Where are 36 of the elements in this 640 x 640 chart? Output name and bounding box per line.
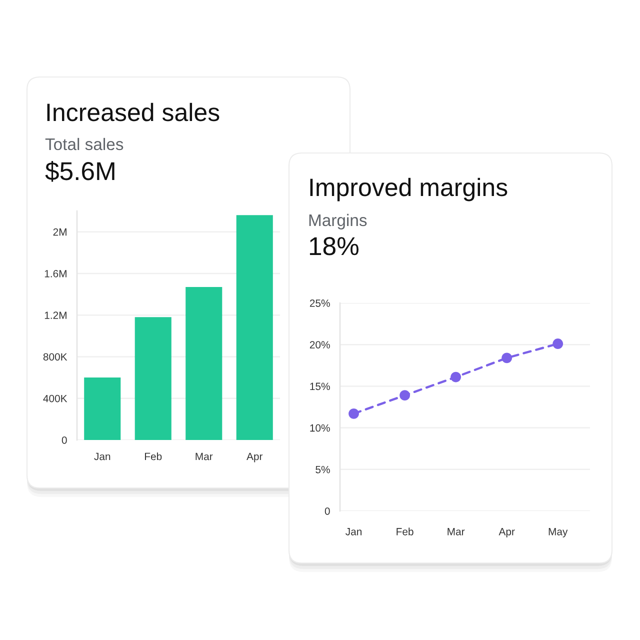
y-tick-label: 5% — [316, 466, 330, 474]
point — [400, 390, 410, 401]
x-tick-label: Jan — [346, 528, 362, 536]
x-tick-label: May — [548, 528, 568, 538]
chart-subtitle: Margins — [309, 214, 367, 230]
chart-title: Increased sales — [47, 102, 220, 122]
y-tick-label: 25% — [310, 300, 330, 307]
x-tick-label: Mar — [196, 452, 213, 460]
point — [552, 338, 564, 349]
bar — [186, 286, 222, 440]
y-tick-label: 800K — [43, 353, 68, 361]
text: $5.6M — [45, 160, 114, 182]
y-tick-label: 1.2M — [44, 312, 66, 319]
point — [502, 352, 512, 364]
y-tick-label: 0 — [62, 436, 67, 444]
x-tick-label: Apr — [246, 452, 263, 462]
chart-title: Improved margins — [310, 178, 508, 202]
x-tick-label: Apr — [498, 528, 515, 538]
bar — [236, 215, 273, 440]
point — [348, 408, 359, 419]
chart-subtitle: Total sales — [45, 138, 124, 150]
y-tick-label: 400K — [43, 394, 68, 402]
bar — [84, 378, 121, 440]
x-tick-label: Mar — [448, 528, 465, 536]
y-tick-label: 20% — [310, 341, 330, 348]
text: 18% — [310, 237, 359, 256]
x-tick-label: Jan — [94, 452, 110, 460]
y-tick-label: 1.6M — [44, 270, 66, 278]
y-tick-label: 0 — [324, 508, 330, 515]
y-tick-label: 2M — [53, 228, 66, 236]
y-tick-label: 15% — [310, 382, 330, 390]
bar — [134, 317, 172, 440]
point — [450, 372, 462, 382]
x-tick-label: Feb — [396, 528, 414, 536]
y-tick-label: 10% — [310, 424, 330, 432]
x-tick-label: Feb — [145, 452, 162, 460]
